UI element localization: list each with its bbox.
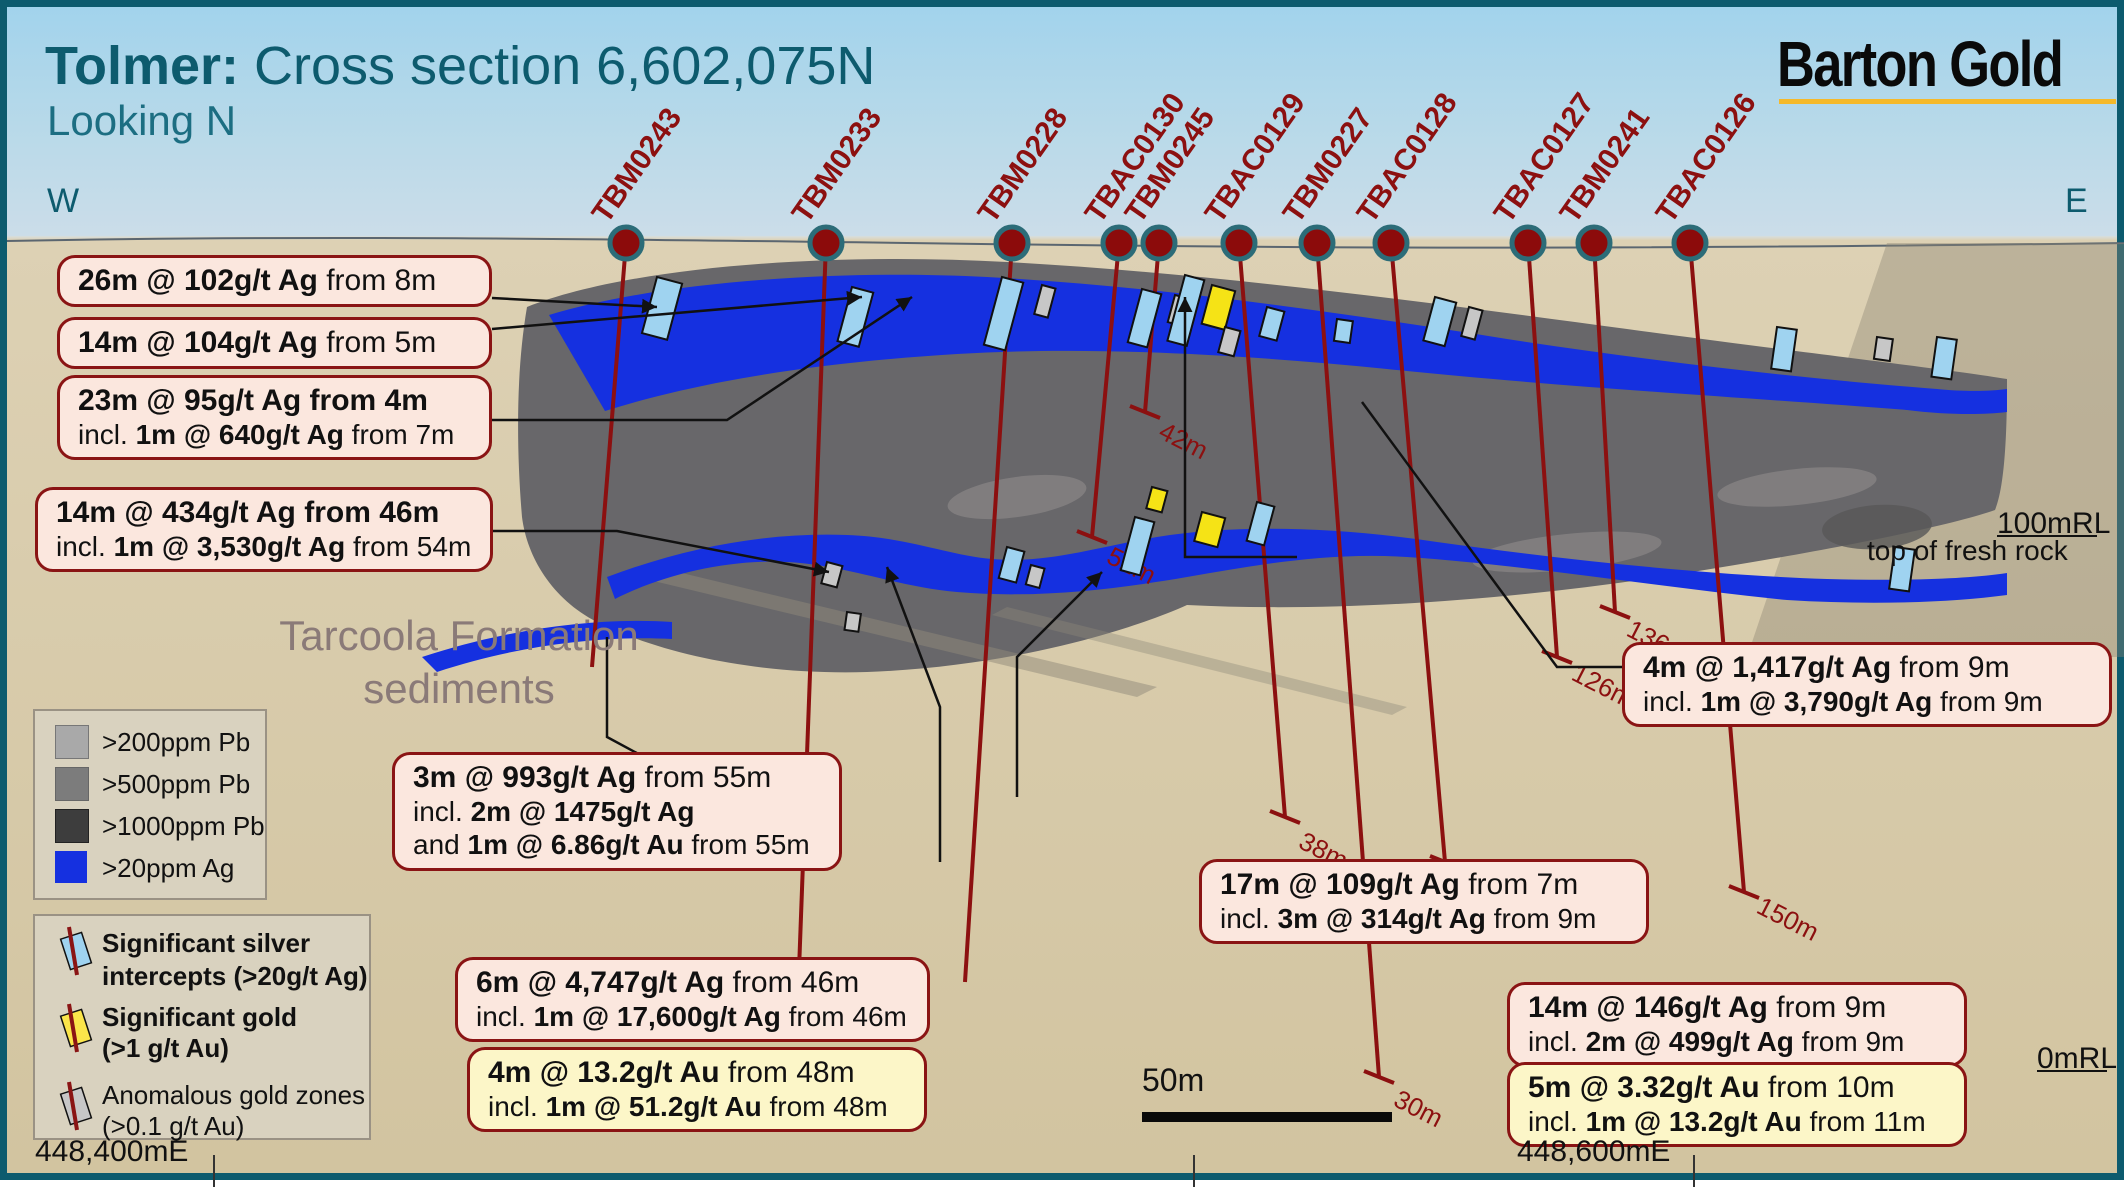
svg-text:TBAC0128: TBAC0128 <box>1351 87 1464 229</box>
svg-text:TBM0228: TBM0228 <box>972 102 1075 229</box>
svg-text:TBM0243: TBM0243 <box>586 102 689 229</box>
svg-text:30m: 30m <box>1389 1084 1448 1134</box>
svg-text:150m: 150m <box>1752 891 1824 947</box>
svg-text:TBM0233: TBM0233 <box>786 102 889 229</box>
svg-text:TBAC0126: TBAC0126 <box>1650 87 1763 229</box>
